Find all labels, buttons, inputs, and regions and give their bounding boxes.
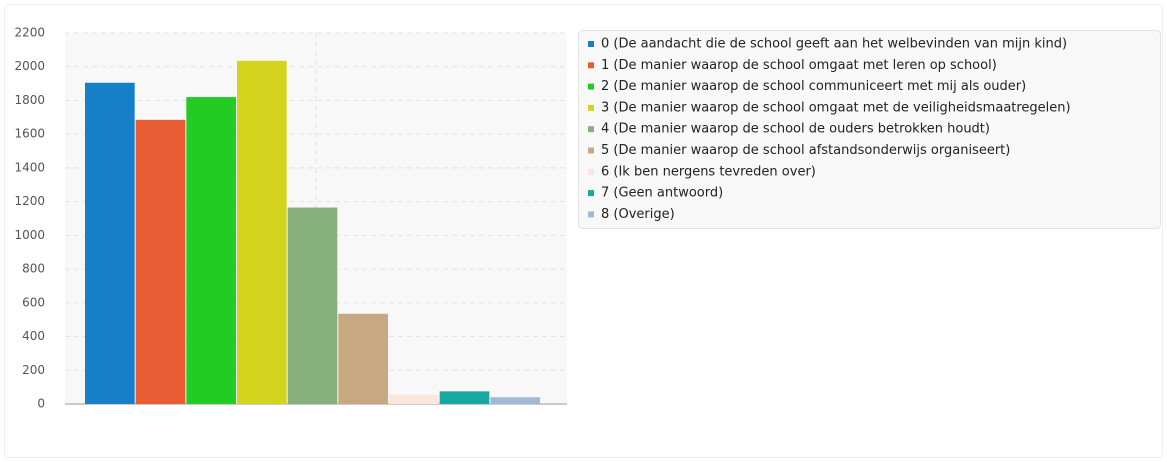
bar (439, 391, 490, 404)
legend-swatch (588, 168, 594, 175)
y-tick-label: 600 (22, 295, 45, 309)
y-tick-label: 2000 (14, 59, 45, 73)
bar (186, 97, 236, 404)
y-tick-label: 200 (22, 363, 45, 377)
bar (85, 82, 135, 404)
bar (237, 60, 287, 404)
legend (578, 30, 1161, 229)
legend-swatch (588, 126, 594, 133)
legend-label: 0 (De aandacht die de school geeft aan h… (601, 37, 1067, 52)
y-tick-label: 1400 (14, 160, 45, 174)
legend-label: 3 (De manier waarop de school omgaat met… (601, 100, 1071, 115)
bar (338, 313, 388, 404)
legend-swatch (588, 211, 594, 218)
legend-swatch (588, 147, 594, 154)
legend-label: 2 (De manier waarop de school communicee… (601, 79, 1026, 94)
bar (135, 119, 186, 405)
legend-swatch (588, 104, 594, 111)
legend-swatch (588, 83, 594, 90)
y-tick-label: 2200 (14, 26, 45, 40)
legend-label: 5 (De manier waarop de school afstandson… (601, 143, 1010, 158)
y-tick-label: 1000 (14, 228, 45, 242)
legend-label: 8 (Overige) (601, 207, 675, 222)
bar (490, 397, 540, 404)
legend-label: 7 (Geen antwoord) (601, 186, 723, 201)
bar (389, 394, 439, 404)
y-tick-label: 0 (37, 397, 45, 411)
bar (287, 207, 338, 404)
legend-label: 1 (De manier waarop de school omgaat met… (601, 58, 997, 73)
legend-label: 4 (De manier waarop de school de ouders … (601, 122, 990, 137)
y-tick-label: 800 (22, 262, 45, 276)
y-tick-label: 400 (22, 329, 45, 343)
y-tick-label: 1200 (14, 194, 45, 208)
legend-label: 6 (Ik ben nergens tevreden over) (601, 164, 816, 179)
y-tick-label: 1600 (14, 127, 45, 141)
legend-swatch (588, 190, 594, 197)
legend-swatch (588, 41, 594, 47)
legend-swatch (588, 62, 594, 69)
y-tick-label: 1800 (14, 93, 45, 107)
